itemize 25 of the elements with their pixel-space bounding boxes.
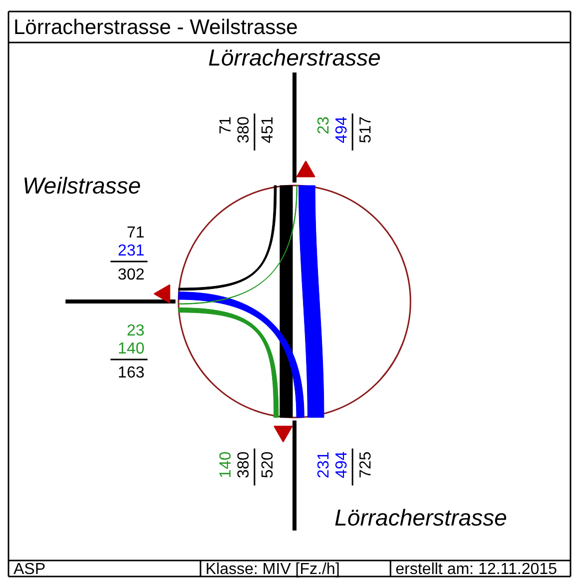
- data-label: 380: [236, 116, 252, 144]
- category-label: Lörracherstrasse: [334, 504, 508, 530]
- data-label: 23: [316, 116, 332, 134]
- text: 520: [260, 451, 276, 478]
- text: Klasse: MIV [Fz./h]: [206, 561, 340, 578]
- data-label: 380: [236, 451, 252, 478]
- text: Lörracherstrasse - Weilstrasse: [14, 16, 298, 39]
- data-label: 23: [126, 322, 145, 340]
- text: 451: [260, 116, 276, 144]
- data-label: 140: [118, 340, 145, 358]
- text: erstellt am: 12.11.2015: [396, 561, 558, 578]
- category-label: Lörracherstrasse: [208, 44, 381, 70]
- data-label: 231: [118, 242, 145, 260]
- text: 517: [358, 116, 374, 144]
- data-label: 231: [316, 451, 332, 478]
- data-label: 71: [126, 224, 145, 242]
- category-label: Weilstrasse: [22, 172, 141, 198]
- data-label: 140: [218, 451, 234, 478]
- data-label: 494: [334, 116, 350, 144]
- text: 302: [118, 266, 145, 284]
- data-label: 494: [334, 451, 350, 478]
- text: 163: [118, 364, 145, 382]
- text: ASP: [14, 561, 46, 578]
- data-label: 71: [218, 116, 234, 134]
- text: 725: [358, 451, 374, 478]
